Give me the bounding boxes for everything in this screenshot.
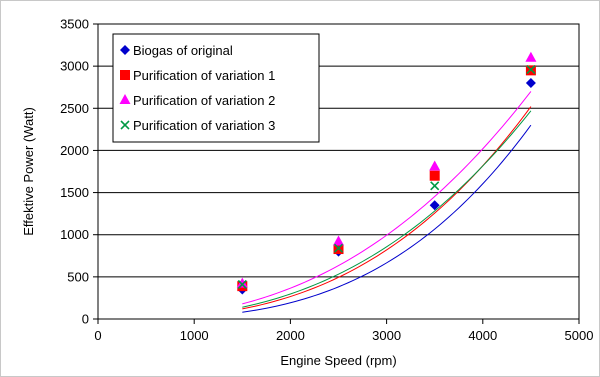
trendline-series-3 <box>242 91 532 305</box>
legend-marker-2 <box>120 70 130 80</box>
data-point-series-3 <box>429 160 441 171</box>
y-tick-label: 1000 <box>60 227 89 242</box>
legend-label-1: Biogas of original <box>133 43 233 58</box>
x-axis-title: Engine Speed (rpm) <box>280 353 396 368</box>
y-tick-label: 3000 <box>60 59 89 74</box>
plot-area <box>97 23 580 320</box>
legend-marker-1 <box>120 45 130 55</box>
axis-ticks: 0 1000 2000 3000 4000 5000 0 500 1000 1500 2000 250… <box>60 17 593 344</box>
trendline-series-1 <box>242 124 532 313</box>
data-point-series-4 <box>430 181 440 191</box>
x-tick-label: 0 <box>94 328 101 343</box>
data-point-series-4 <box>333 243 344 253</box>
y-tick-label: 1500 <box>60 185 89 200</box>
data-point-series-3 <box>525 51 537 62</box>
trendlines <box>242 91 532 313</box>
y-tick-label: 0 <box>82 312 89 327</box>
data-point-series-4 <box>526 64 536 75</box>
legend-label-2: Purification of variation 1 <box>133 68 275 83</box>
x-tick-label: 2000 <box>276 328 305 343</box>
data-point-series-1 <box>429 200 440 211</box>
x-tick-label: 1000 <box>180 328 209 343</box>
x-tick-label: 4000 <box>468 328 497 343</box>
y-axis-title: Effektive Power (Watt) <box>21 107 36 236</box>
x-tick-label: 5000 <box>565 328 594 343</box>
data-point-series-4 <box>237 279 247 290</box>
y-tick-label: 500 <box>67 269 89 284</box>
legend-label-3: Purification of variation 2 <box>133 93 275 108</box>
y-tick-label: 2500 <box>60 101 89 116</box>
legend-label-4: Purification of variation 3 <box>133 118 275 133</box>
data-point-series-3 <box>333 235 344 246</box>
legend-marker-4 <box>120 120 130 130</box>
x-tick-label: 3000 <box>372 328 401 343</box>
y-tick-label: 3500 <box>60 17 89 32</box>
legend-box <box>112 33 320 143</box>
legend-marker-3 <box>119 94 131 104</box>
data-points <box>236 51 537 295</box>
data-point-series-2 <box>429 170 440 181</box>
trendline-series-4 <box>242 110 532 308</box>
data-point-series-1 <box>525 78 536 88</box>
legend: Biogas of original Purification of variat… <box>112 33 320 143</box>
data-point-series-3 <box>236 277 248 288</box>
y-tick-label: 2000 <box>60 143 89 158</box>
